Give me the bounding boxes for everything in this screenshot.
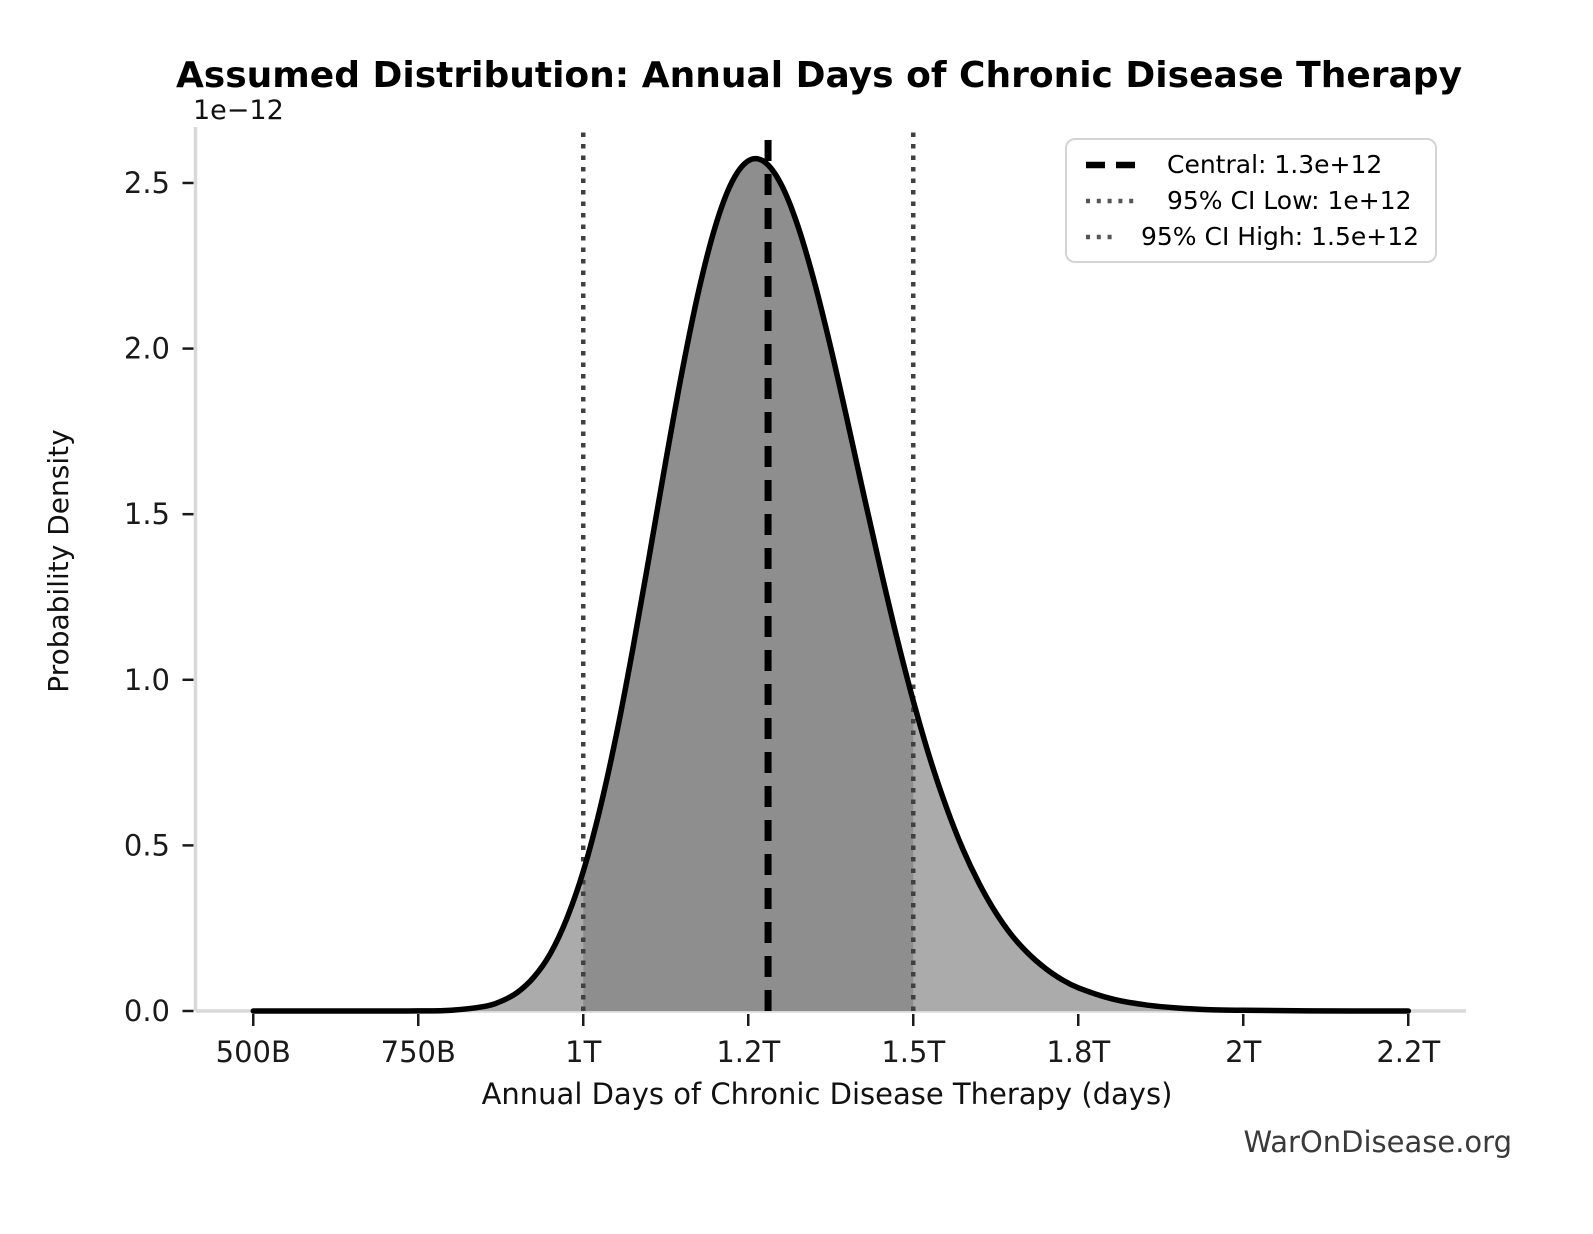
x-tick-label: 2T	[1225, 1035, 1261, 1069]
legend-label-ci-high: 95% CI High: 1.5e+12	[1140, 222, 1419, 251]
legend-label-ci-low: 95% CI Low: 1e+12	[1167, 186, 1412, 215]
chart-title: Assumed Distribution: Annual Days of Chr…	[176, 55, 1462, 96]
x-tick-label: 1.5T	[881, 1035, 945, 1069]
x-axis-label: Annual Days of Chronic Disease Therapy (…	[482, 1077, 1173, 1111]
x-tick-label: 1T	[565, 1035, 601, 1069]
x-tick-label: 1.8T	[1046, 1035, 1110, 1069]
legend: Central: 1.3e+12 95% CI Low: 1e+12 95% C…	[1065, 138, 1437, 263]
density-fill-ci	[583, 158, 914, 1011]
x-tick-label: 2.2T	[1376, 1035, 1440, 1069]
legend-entry-central: Central: 1.3e+12	[1083, 150, 1419, 179]
x-tick-label: 1.2T	[716, 1035, 780, 1069]
y-tick-label: 0.0	[124, 994, 170, 1028]
y-tick-label: 1.0	[124, 663, 170, 697]
x-tick-label: 500B	[216, 1035, 291, 1069]
dotted-line-sample-icon	[1086, 198, 1139, 203]
y-tick-label: 1.5	[124, 497, 170, 531]
y-axis-label: Probability Density	[42, 429, 75, 692]
y-axis-offset-label: 1e−12	[193, 95, 284, 126]
dashed-line-sample-icon	[1086, 161, 1138, 168]
density-curve	[250, 155, 1412, 1014]
y-tick-label: 2.0	[124, 332, 170, 366]
chart-generated-layer: 500B 750B 1T 1.2T 1.5T 1.8T 2T 2.2T 0.0 0.5 1.0 1.5…	[124, 127, 1466, 1069]
dotted-line-sample-icon	[1086, 234, 1115, 239]
x-tick-label: 750B	[381, 1035, 456, 1069]
watermark: WarOnDisease.org	[1243, 1125, 1512, 1159]
legend-entry-ci-high: 95% CI High: 1.5e+12	[1083, 222, 1419, 251]
legend-entry-ci-low: 95% CI Low: 1e+12	[1083, 186, 1419, 215]
legend-label-central: Central: 1.3e+12	[1167, 150, 1383, 179]
y-tick-label: 0.5	[124, 828, 170, 862]
y-tick-label: 2.5	[124, 166, 170, 200]
